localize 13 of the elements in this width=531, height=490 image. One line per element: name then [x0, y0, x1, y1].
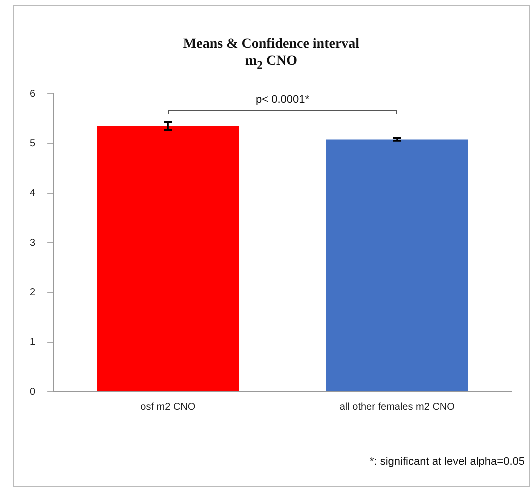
annotation: p< 0.0001*: [256, 94, 310, 106]
y-tick-label: 0: [30, 386, 36, 398]
x-tick-label: osf m2 CNO: [140, 402, 196, 413]
y-tick-label: 6: [30, 88, 36, 100]
chart-title: Means & Confidence interval: [183, 37, 360, 52]
y-tick-label: 4: [30, 188, 36, 200]
chart-subtitle: m$_{2}$ CNO: [245, 54, 298, 72]
y-tick-label: 2: [30, 287, 36, 298]
y-tick-label: 5: [30, 138, 36, 150]
x-tick-label: all other females m2 CNO: [340, 402, 456, 413]
y-tick-label: 3: [30, 238, 36, 249]
text: *: significant at level alpha=0.05: [370, 456, 525, 468]
y-tick-label: 1: [30, 337, 36, 348]
